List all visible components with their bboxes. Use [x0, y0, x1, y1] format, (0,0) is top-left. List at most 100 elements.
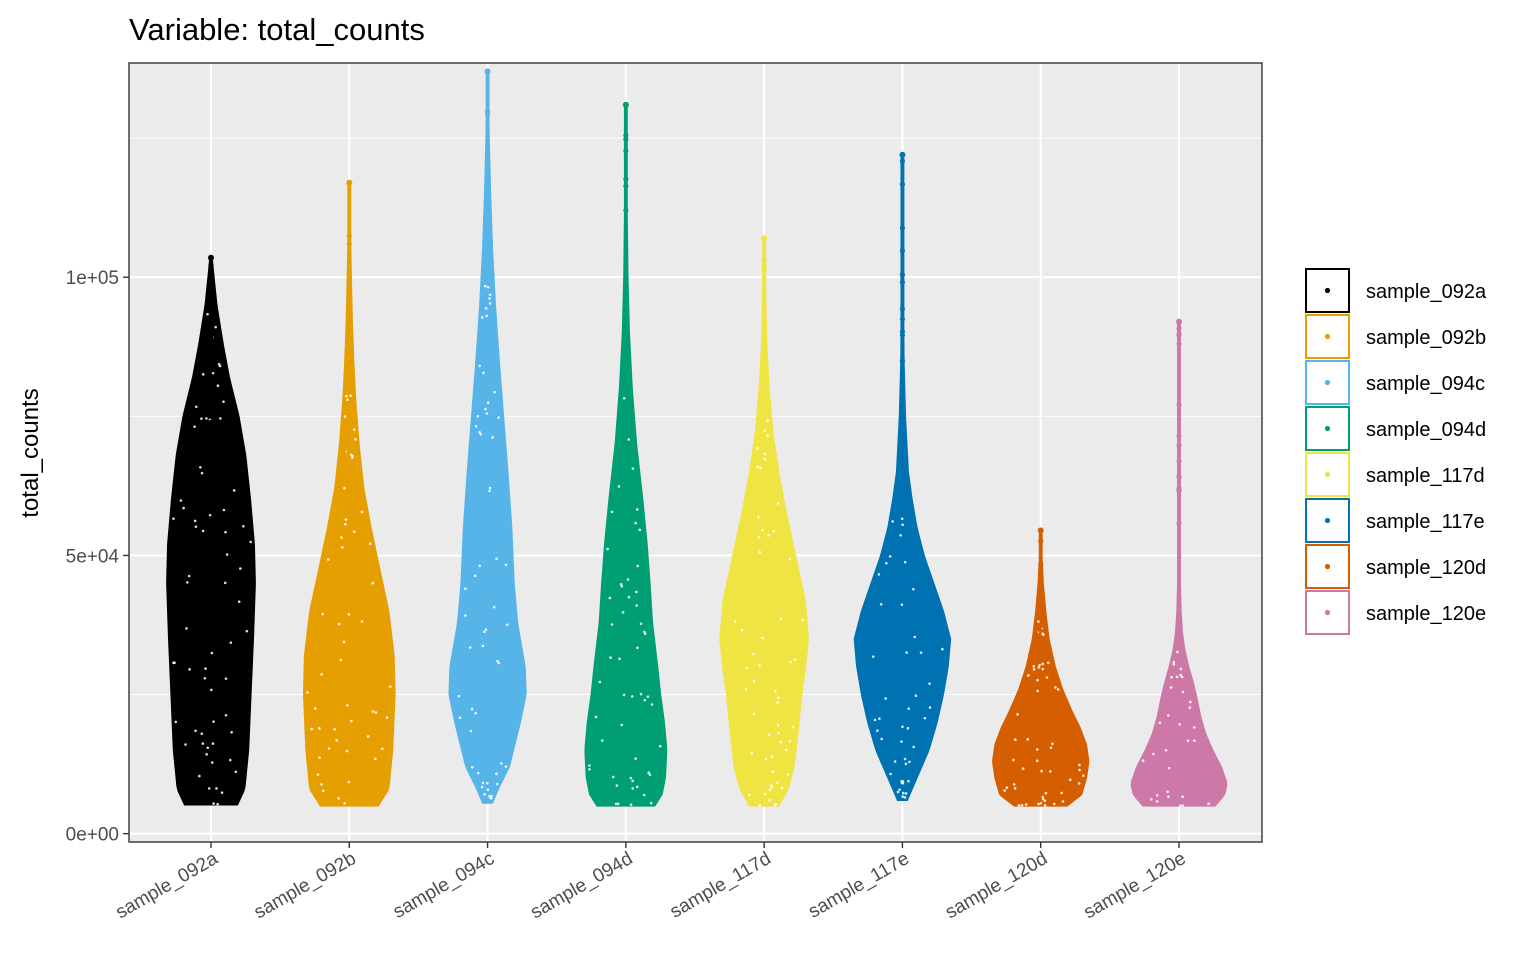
violin-point [772, 529, 775, 533]
outlier-point [623, 367, 629, 374]
violin-point [769, 784, 773, 788]
violin-point [588, 768, 591, 771]
violin-point [237, 600, 241, 604]
violin-point [212, 802, 215, 805]
violin-point [635, 785, 639, 789]
violin-point [629, 803, 633, 806]
violin-point [223, 581, 227, 585]
violin-point [1170, 675, 1173, 679]
violin-point [373, 757, 377, 761]
violin-point [1043, 799, 1047, 803]
outlier-point [208, 413, 214, 419]
violin-point [321, 612, 324, 616]
outlier-point [761, 296, 767, 302]
violin-point [222, 508, 226, 512]
violin-point [335, 738, 338, 742]
violin-point [614, 802, 618, 806]
violin-point [878, 717, 881, 720]
violin-point [488, 302, 492, 305]
violin-point [201, 742, 205, 745]
violin-point [239, 567, 242, 570]
outlier-point [346, 285, 352, 291]
outlier-point [623, 307, 629, 313]
violin-point [483, 284, 487, 288]
violin-point [1179, 667, 1183, 671]
outlier-point [1038, 628, 1044, 634]
violin-point [618, 657, 621, 661]
max-point-sample_094c [484, 68, 491, 75]
legend-dot-sample_092b [1324, 333, 1331, 340]
violin-point [318, 727, 321, 730]
violin-point [1189, 700, 1192, 704]
violin-point [496, 659, 499, 663]
violin-point [505, 623, 509, 627]
violin-point [194, 729, 197, 733]
violin-point [488, 293, 492, 297]
violin-sample_117d [719, 235, 809, 807]
violin-point [187, 574, 191, 578]
violin-point [900, 517, 904, 521]
max-point-sample_120e [1176, 318, 1182, 325]
violin-point [900, 781, 904, 785]
violin-point [345, 749, 349, 753]
violin-point [174, 720, 178, 724]
violin-point [172, 517, 175, 520]
violin-point [207, 787, 211, 790]
violin-point [344, 522, 347, 526]
violin-point [768, 788, 772, 792]
outlier-point [484, 148, 491, 154]
violin-point [1016, 713, 1019, 716]
violin-point [912, 587, 915, 591]
outlier-point [208, 392, 214, 398]
violin-point [600, 739, 604, 742]
violin-point [344, 518, 348, 521]
violin-point [634, 521, 637, 525]
outlier-point [761, 263, 767, 269]
violin-sample_120d [992, 527, 1090, 807]
violin-point [360, 620, 364, 623]
violin-point [203, 676, 207, 680]
violin-point [212, 720, 215, 723]
violin-point [908, 760, 911, 764]
outlier-point [899, 158, 906, 164]
violin-point [1181, 804, 1185, 807]
legend-item-sample_117d: sample_117d [1305, 452, 1485, 497]
violin-point [1036, 689, 1039, 693]
outlier-point [1038, 568, 1044, 574]
violin-point [1037, 666, 1041, 669]
violin-point [200, 732, 204, 735]
legend-label-sample_092a: sample_092a [1366, 281, 1487, 303]
violin-point [492, 605, 496, 609]
outlier-point [346, 320, 352, 326]
violin-point [634, 590, 638, 594]
violin-point [615, 784, 619, 787]
outlier-point [899, 316, 906, 322]
violin-point [622, 693, 626, 697]
outlier-point [1176, 325, 1182, 332]
outlier-point [1038, 601, 1044, 607]
violin-point [1017, 804, 1021, 807]
violin-point [310, 727, 313, 731]
outlier-point [1176, 458, 1182, 464]
outlier-point [899, 248, 906, 254]
violin-point [186, 581, 189, 584]
violin-point [610, 510, 614, 514]
legend-item-sample_120d: sample_120d [1305, 544, 1486, 589]
outlier-point [346, 408, 352, 414]
violin-point [485, 781, 489, 785]
violin-point [884, 697, 887, 700]
outlier-point [761, 257, 767, 263]
violin-points-sample_092a [172, 312, 252, 806]
outlier-point [761, 276, 767, 282]
outlier-point [1176, 488, 1182, 494]
violin-point [928, 706, 932, 709]
violin-point [767, 733, 771, 737]
violin-point [230, 730, 233, 734]
violin-point [1175, 675, 1179, 679]
violin-point [495, 557, 498, 561]
violin-point [242, 524, 245, 528]
violin-point [337, 797, 340, 800]
violin-point [1037, 620, 1040, 623]
violin-point [354, 438, 357, 441]
legend-label-sample_120e: sample_120e [1366, 603, 1486, 625]
